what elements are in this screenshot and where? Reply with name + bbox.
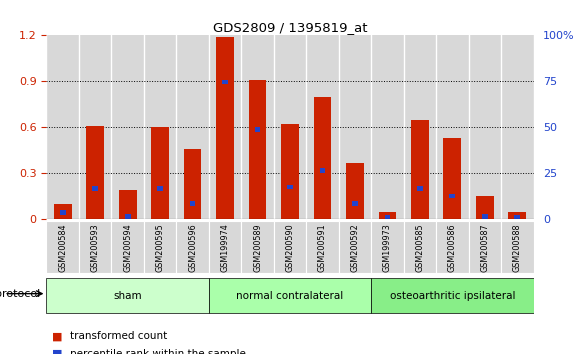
Text: GSM200595: GSM200595 <box>155 224 165 273</box>
Bar <box>379 212 396 219</box>
Bar <box>514 215 520 219</box>
Bar <box>385 215 390 219</box>
FancyBboxPatch shape <box>209 221 241 273</box>
Bar <box>274 35 306 219</box>
Bar <box>509 212 526 219</box>
Text: protocol: protocol <box>0 289 41 299</box>
Text: ■: ■ <box>52 331 63 341</box>
FancyBboxPatch shape <box>46 278 209 313</box>
Bar <box>436 35 469 219</box>
Text: GSM200586: GSM200586 <box>448 224 457 272</box>
FancyBboxPatch shape <box>79 221 111 273</box>
Text: GSM200585: GSM200585 <box>415 224 425 272</box>
FancyBboxPatch shape <box>404 221 436 273</box>
Text: GSM200592: GSM200592 <box>350 224 360 273</box>
Bar <box>417 186 423 191</box>
Bar <box>501 35 534 219</box>
Bar <box>255 127 260 132</box>
Bar <box>54 204 71 219</box>
Bar <box>320 168 325 172</box>
Bar <box>444 138 461 219</box>
Bar <box>306 35 339 219</box>
Bar <box>60 210 66 215</box>
Bar <box>482 214 488 218</box>
Bar <box>79 35 111 219</box>
Bar <box>450 194 455 198</box>
Text: GSM200588: GSM200588 <box>513 224 522 272</box>
FancyBboxPatch shape <box>46 221 79 273</box>
Bar <box>125 214 130 218</box>
FancyBboxPatch shape <box>144 221 176 273</box>
FancyBboxPatch shape <box>111 221 144 273</box>
Text: GSM199973: GSM199973 <box>383 224 392 273</box>
Bar <box>314 97 331 219</box>
Bar <box>281 124 299 219</box>
Bar <box>157 186 163 191</box>
FancyBboxPatch shape <box>339 221 371 273</box>
Text: transformed count: transformed count <box>70 331 167 341</box>
Bar <box>222 80 228 84</box>
Text: GSM200591: GSM200591 <box>318 224 327 272</box>
Bar <box>404 35 436 219</box>
FancyBboxPatch shape <box>371 278 534 313</box>
Bar <box>144 35 176 219</box>
Bar <box>287 184 293 189</box>
Bar <box>249 80 266 219</box>
FancyBboxPatch shape <box>501 221 534 273</box>
Bar <box>346 163 364 219</box>
Bar <box>371 35 404 219</box>
Text: GSM200584: GSM200584 <box>58 224 67 272</box>
Text: GSM200589: GSM200589 <box>253 224 262 272</box>
FancyBboxPatch shape <box>274 221 306 273</box>
FancyBboxPatch shape <box>209 278 371 313</box>
Bar <box>92 186 98 191</box>
FancyBboxPatch shape <box>371 221 404 273</box>
FancyBboxPatch shape <box>469 221 501 273</box>
Text: GSM200587: GSM200587 <box>480 224 490 272</box>
Bar <box>209 35 241 219</box>
FancyBboxPatch shape <box>306 221 339 273</box>
Text: GSM200590: GSM200590 <box>285 224 295 272</box>
Title: GDS2809 / 1395819_at: GDS2809 / 1395819_at <box>213 21 367 34</box>
Bar <box>476 196 494 219</box>
Text: GSM200594: GSM200594 <box>123 224 132 272</box>
Bar <box>190 201 195 206</box>
Text: ■: ■ <box>52 349 63 354</box>
Text: normal contralateral: normal contralateral <box>237 291 343 301</box>
Bar <box>119 190 136 219</box>
Bar <box>469 35 501 219</box>
Text: osteoarthritic ipsilateral: osteoarthritic ipsilateral <box>390 291 515 301</box>
Text: percentile rank within the sample: percentile rank within the sample <box>70 349 245 354</box>
Bar <box>46 35 79 219</box>
Bar <box>151 127 169 219</box>
Bar <box>216 37 234 219</box>
Bar <box>352 201 358 206</box>
Bar <box>111 35 144 219</box>
Bar <box>241 35 274 219</box>
FancyBboxPatch shape <box>241 221 274 273</box>
Bar <box>411 120 429 219</box>
FancyBboxPatch shape <box>436 221 469 273</box>
Bar <box>184 149 201 219</box>
Text: GSM200596: GSM200596 <box>188 224 197 272</box>
Bar <box>86 126 104 219</box>
FancyBboxPatch shape <box>176 221 209 273</box>
Bar <box>339 35 371 219</box>
Bar <box>176 35 209 219</box>
Text: GSM199974: GSM199974 <box>220 224 230 273</box>
Text: GSM200593: GSM200593 <box>90 224 100 272</box>
Text: sham: sham <box>113 291 142 301</box>
